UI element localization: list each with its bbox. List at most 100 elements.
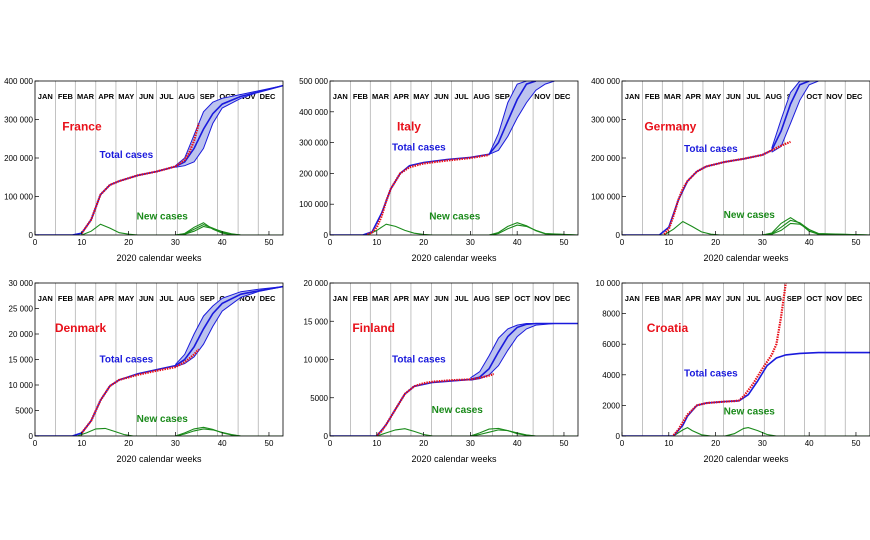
- y-tick-label: 10 000: [596, 279, 621, 288]
- y-tick-label: 20 000: [304, 279, 329, 288]
- y-tick-label: 100 000: [4, 193, 33, 202]
- total-cases-annotation: Total cases: [684, 368, 738, 379]
- y-tick-label: 0: [616, 432, 621, 441]
- x-tick-label: 20: [124, 238, 133, 247]
- x-tick-label: 30: [171, 439, 180, 448]
- x-tick-label: 20: [124, 439, 133, 448]
- panel-germany: JANFEBMARAPRMAYJUNJULAUGSEPOCTNOVDEC0100…: [591, 77, 870, 263]
- month-label: JAN: [625, 92, 640, 101]
- month-label: NOV: [239, 294, 255, 303]
- observed-cases-line: [672, 283, 787, 436]
- month-label: DEC: [260, 92, 276, 101]
- x-tick-label: 10: [664, 238, 673, 247]
- month-label: OCT: [806, 92, 822, 101]
- x-tick-label: 50: [265, 439, 274, 448]
- month-label: AUG: [473, 92, 490, 101]
- y-tick-label: 4000: [602, 371, 620, 380]
- x-axis-label: 2020 calendar weeks: [411, 253, 497, 263]
- total-cases-annotation: Total cases: [99, 355, 153, 366]
- new-cases-line: [175, 428, 283, 436]
- month-label: DEC: [847, 92, 863, 101]
- month-label: FEB: [645, 92, 661, 101]
- x-tick-label: 30: [758, 238, 767, 247]
- month-label: APR: [98, 92, 114, 101]
- observed-cases-line: [366, 153, 490, 235]
- month-label: DEC: [847, 294, 863, 303]
- new-cases-annotation: New cases: [724, 210, 776, 221]
- y-tick-label: 300 000: [4, 116, 33, 125]
- month-label: FEB: [58, 92, 74, 101]
- country-label: Italy: [397, 119, 421, 133]
- x-axis-label: 2020 calendar weeks: [116, 454, 202, 464]
- x-tick-label: 10: [372, 238, 381, 247]
- month-label: NOV: [534, 294, 550, 303]
- band-upper-line: [771, 81, 805, 149]
- x-axis-label: 2020 calendar weeks: [703, 253, 789, 263]
- band-lower-line: [488, 81, 555, 155]
- month-label: APR: [393, 92, 409, 101]
- y-tick-label: 400 000: [299, 108, 328, 117]
- month-label: JAN: [333, 294, 348, 303]
- month-label: OCT: [219, 92, 235, 101]
- month-label: JAN: [38, 294, 53, 303]
- month-label: MAY: [413, 294, 429, 303]
- month-label: DEC: [260, 294, 276, 303]
- month-label: MAR: [77, 92, 95, 101]
- x-tick-label: 0: [33, 439, 38, 448]
- y-tick-label: 0: [324, 231, 329, 240]
- x-axis-label: 2020 calendar weeks: [411, 454, 497, 464]
- month-label: APR: [685, 92, 701, 101]
- month-label: JUN: [726, 92, 741, 101]
- total-cases-annotation: Total cases: [392, 355, 446, 366]
- panel-denmark: JANFEBMARAPRMAYJUNJULAUGSEPOCTNOVDEC0500…: [9, 279, 284, 464]
- observed-cases-line: [663, 140, 791, 235]
- panel-finland: JAN FEB MAR APR MAY JUN JUL AUG SEP OCT NOV DEC0500…: [304, 279, 579, 464]
- band-upper-line: [488, 81, 527, 155]
- month-label: MAY: [118, 92, 134, 101]
- country-label: Denmark: [55, 321, 107, 335]
- new-cases-annotation: New cases: [432, 405, 484, 416]
- month-label: JAN: [333, 92, 348, 101]
- new-cases-line: [35, 223, 283, 235]
- y-tick-label: 5000: [15, 407, 33, 416]
- country-label: France: [62, 119, 102, 133]
- month-label: APR: [98, 294, 114, 303]
- observed-cases-line: [80, 348, 200, 434]
- month-label: MAR: [664, 294, 682, 303]
- month-label: AUG: [178, 92, 195, 101]
- month-label: APR: [393, 294, 409, 303]
- y-tick-label: 10 000: [304, 356, 329, 365]
- y-tick-label: 8000: [602, 310, 620, 319]
- new-cases-line: [35, 427, 283, 436]
- x-tick-label: 10: [372, 439, 381, 448]
- month-label: JAN: [625, 294, 640, 303]
- month-label: DEC: [555, 92, 571, 101]
- month-label: AUG: [178, 294, 195, 303]
- x-tick-label: 10: [664, 439, 673, 448]
- x-tick-label: 40: [513, 238, 522, 247]
- plot-frame: [329, 80, 579, 236]
- month-label: JUL: [746, 294, 761, 303]
- month-label: SEP: [495, 294, 510, 303]
- x-tick-label: 0: [620, 238, 625, 247]
- month-label: JUL: [746, 92, 761, 101]
- y-tick-label: 100 000: [299, 200, 328, 209]
- new-cases-line: [330, 428, 578, 436]
- month-label: FEB: [58, 294, 74, 303]
- x-tick-label: 50: [560, 238, 569, 247]
- country-label: Finland: [352, 321, 395, 335]
- total-cases-band: [175, 85, 283, 168]
- x-tick-label: 20: [711, 439, 720, 448]
- y-tick-label: 0: [616, 231, 621, 240]
- new-cases-annotation: New cases: [724, 407, 776, 418]
- total-cases-line: [622, 351, 870, 436]
- panel-italy: JANFEBMARAPRMAYJUNJULAUGSEPOCTNOVDEC0100…: [299, 77, 579, 263]
- y-tick-label: 20 000: [9, 330, 34, 339]
- observed-cases-line: [80, 123, 200, 234]
- y-tick-label: 400 000: [4, 77, 33, 86]
- plot-frame: [621, 282, 870, 437]
- country-label: Germany: [644, 119, 696, 133]
- month-label: SEP: [200, 92, 215, 101]
- y-tick-label: 400 000: [591, 77, 620, 86]
